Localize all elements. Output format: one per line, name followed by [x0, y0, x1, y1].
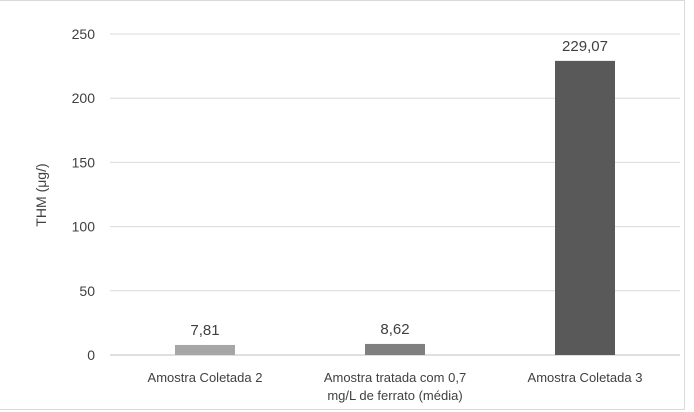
y-tick-label: 0	[87, 347, 95, 363]
category-label-line: Amostra tratada com 0,7	[324, 370, 466, 385]
category-label: Amostra Coletada 3	[528, 370, 643, 385]
y-tick-label: 200	[72, 90, 96, 106]
y-tick-label: 250	[72, 26, 96, 42]
category-label-line: Amostra Coletada 2	[148, 370, 263, 385]
category-label-line: mg/L de ferrato (média)	[327, 388, 462, 403]
data-label: 229,07	[562, 38, 608, 55]
data-label: 7,81	[190, 322, 219, 339]
y-tick-labels: 0 50 100 150 200 250	[72, 26, 96, 363]
category-label: Amostra tratada com 0,7 mg/L de ferrato (…	[324, 370, 466, 403]
category-labels: Amostra Coletada 2 Amostra tratada com 0,…	[148, 370, 643, 403]
y-tick-label: 50	[79, 283, 95, 299]
data-label: 8,62	[380, 321, 409, 338]
y-tick-label: 150	[72, 154, 96, 170]
category-label: Amostra Coletada 2	[148, 370, 263, 385]
bar	[555, 60, 615, 356]
y-axis-title: THM (μg/)	[33, 163, 49, 226]
category-label-line: Amostra Coletada 3	[528, 370, 643, 385]
y-tick-label: 100	[72, 219, 96, 235]
bars	[175, 60, 615, 356]
bar	[365, 343, 425, 355]
bar	[175, 344, 235, 355]
data-labels: 7,81 8,62 229,07	[190, 38, 608, 339]
